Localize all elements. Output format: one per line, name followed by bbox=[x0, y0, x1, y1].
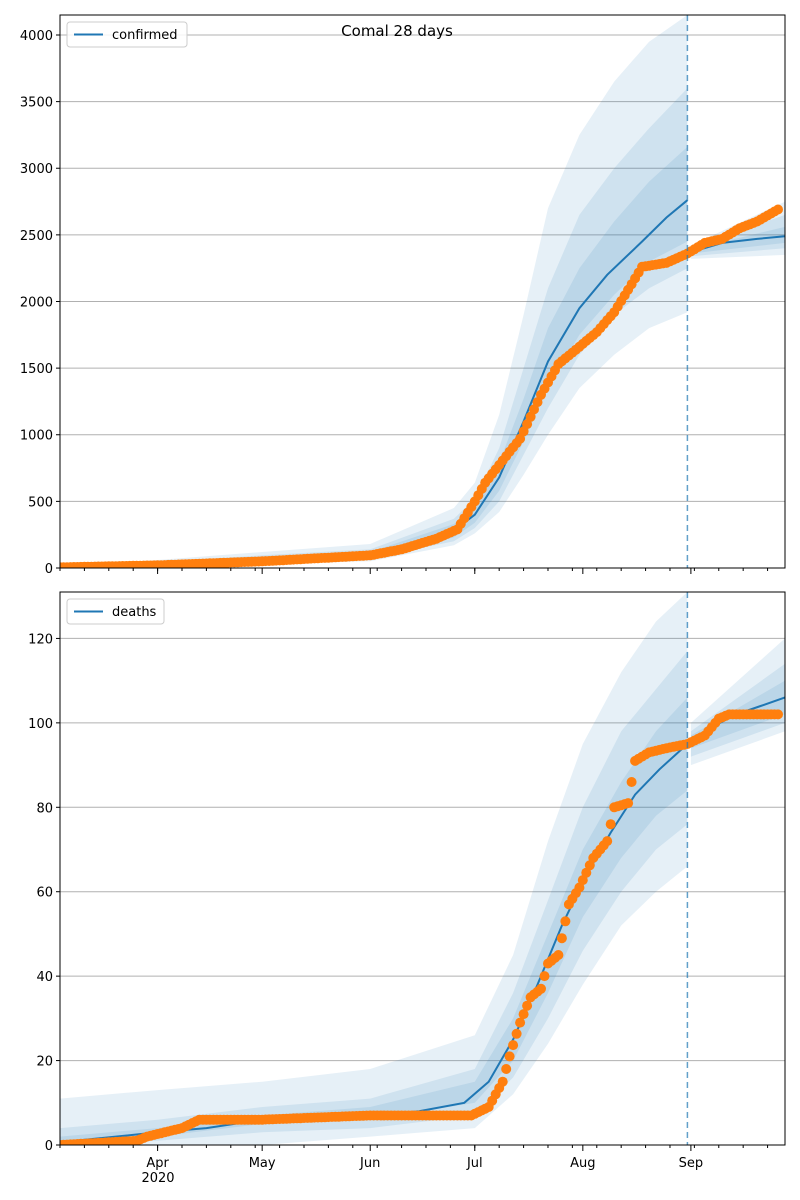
y-tick-label: 40 bbox=[36, 970, 53, 985]
x-tick-label: Sep bbox=[679, 1156, 704, 1171]
axes-frame bbox=[59, 591, 786, 1146]
observed-point bbox=[515, 1017, 526, 1028]
x-tick-label: Aug bbox=[570, 1156, 595, 1171]
y-tick-label: 4000 bbox=[20, 29, 53, 44]
observed-point bbox=[553, 950, 564, 960]
observed-point bbox=[773, 709, 783, 720]
observed-point bbox=[626, 777, 637, 787]
confidence-band-outer bbox=[60, 15, 688, 568]
y-tick-label: 0 bbox=[45, 562, 53, 577]
legend-label: deaths bbox=[112, 605, 157, 620]
year-label: 2020 bbox=[141, 1171, 174, 1186]
axes-frame bbox=[59, 14, 786, 569]
figure-title: Comal 28 days bbox=[341, 22, 453, 40]
legend-box bbox=[66, 598, 165, 625]
y-tick-label: 2000 bbox=[20, 295, 53, 310]
observed-point bbox=[536, 983, 546, 994]
observed-point bbox=[773, 204, 783, 215]
y-tick-label: 1000 bbox=[20, 429, 53, 444]
observed-point bbox=[508, 1040, 519, 1051]
observed-point bbox=[522, 1000, 533, 1011]
x-tick-label: May bbox=[249, 1156, 276, 1171]
y-tick-label: 500 bbox=[28, 495, 53, 510]
legend-label: confirmed bbox=[112, 28, 178, 43]
y-tick-label: 100 bbox=[28, 717, 53, 732]
x-tick-label: Apr bbox=[146, 1156, 169, 1171]
y-tick-label: 20 bbox=[36, 1055, 53, 1070]
x-tick-label: Jun bbox=[359, 1156, 380, 1171]
plot-area bbox=[60, 592, 785, 1145]
y-tick-label: 0 bbox=[45, 1139, 53, 1154]
confidence-band-outer bbox=[690, 638, 785, 766]
observed-point bbox=[501, 1064, 512, 1074]
y-tick-label: 3500 bbox=[20, 96, 53, 111]
y-tick-label: 1500 bbox=[20, 362, 53, 377]
observed-point bbox=[556, 933, 567, 944]
y-tick-label: 3000 bbox=[20, 162, 53, 177]
observed-point bbox=[602, 836, 613, 847]
observed-point bbox=[584, 860, 595, 871]
confidence-band-middle bbox=[60, 88, 688, 568]
observed-point bbox=[605, 819, 616, 830]
x-tick-label: Jul bbox=[466, 1156, 483, 1171]
legend: deaths bbox=[66, 598, 165, 625]
plot-area bbox=[60, 15, 785, 568]
y-tick-label: 120 bbox=[28, 632, 53, 647]
observed-point bbox=[504, 1051, 515, 1062]
observed-point bbox=[497, 1076, 508, 1087]
observed-point bbox=[577, 875, 588, 886]
observed-point bbox=[511, 1028, 522, 1039]
y-tick-label: 2500 bbox=[20, 229, 53, 244]
observed-point bbox=[623, 798, 634, 809]
legend: confirmed bbox=[66, 21, 188, 48]
legend-box bbox=[66, 21, 188, 48]
y-tick-label: 80 bbox=[36, 801, 53, 816]
observed-point bbox=[539, 971, 550, 982]
deaths-panel: 0 20 40 60 80 100 120 Apr May Jun Jul Aug Sep deaths bbox=[28, 591, 786, 1171]
observed-point bbox=[560, 916, 571, 927]
y-tick-label: 60 bbox=[36, 886, 53, 901]
confidence-band-middle bbox=[60, 651, 688, 1145]
observed-point bbox=[518, 1009, 529, 1020]
observed-point bbox=[581, 867, 592, 878]
confirmed-panel: 0 500 1000 1500 2000 2500 3000 3500 4000 confirme… bbox=[20, 14, 786, 577]
